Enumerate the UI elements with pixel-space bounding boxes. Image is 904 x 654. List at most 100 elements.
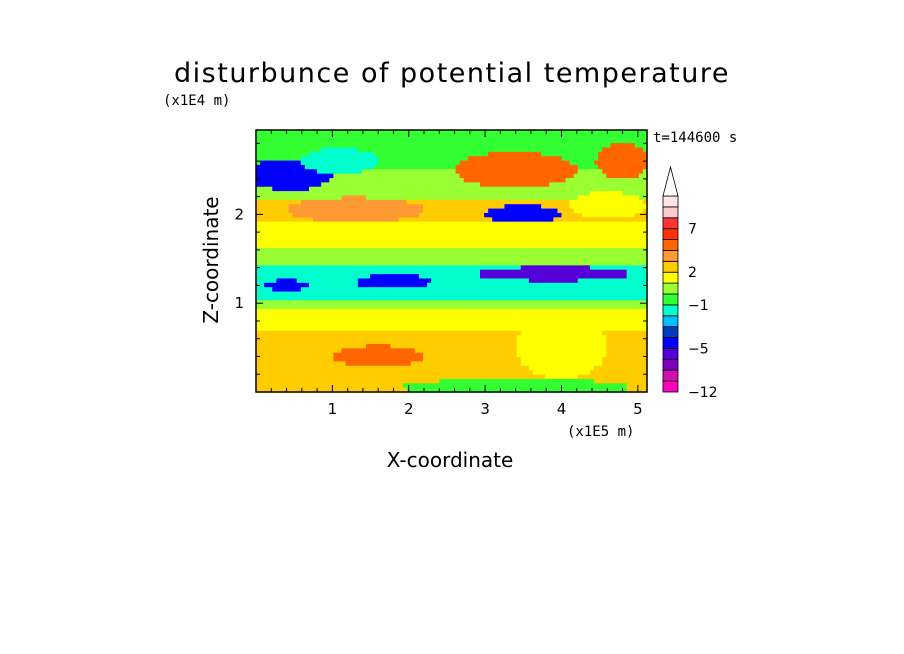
- contour-cell: [520, 252, 526, 258]
- contour-cell: [606, 156, 611, 162]
- contour-cell: [410, 309, 416, 314]
- contour-cell: [333, 147, 339, 153]
- contour-cell: [292, 230, 298, 236]
- contour-cell: [317, 313, 322, 319]
- contour-cell: [313, 282, 318, 288]
- contour-cell: [280, 217, 286, 223]
- contour-cell: [618, 252, 624, 258]
- contour-cell: [537, 143, 542, 149]
- contour-cell: [374, 256, 379, 262]
- contour-cell: [585, 169, 591, 175]
- contour-cell: [418, 291, 424, 297]
- contour-cell: [406, 195, 412, 201]
- contour-cell: [349, 282, 355, 288]
- contour-cell: [606, 322, 611, 328]
- contour-cell: [300, 204, 306, 210]
- contour-cell: [594, 322, 599, 328]
- contour-cell: [545, 300, 550, 306]
- contour-cell: [524, 348, 530, 354]
- contour-cell: [618, 169, 624, 175]
- contour-cell: [577, 239, 583, 245]
- contour-cell: [618, 156, 624, 162]
- contour-cell: [431, 300, 436, 306]
- contour-cell: [276, 339, 282, 345]
- contour-cell: [345, 291, 351, 297]
- contour-cell: [288, 156, 294, 162]
- contour-cell: [549, 252, 554, 258]
- contour-cell: [589, 339, 595, 345]
- contour-cell: [272, 348, 277, 354]
- contour-cell: [300, 287, 306, 293]
- contour-cell: [589, 291, 595, 297]
- contour-cell: [264, 195, 269, 201]
- contour-cell: [386, 278, 391, 284]
- contour-cell: [626, 291, 632, 297]
- contour-cell: [390, 352, 396, 358]
- contour-cell: [524, 256, 530, 262]
- contour-cell: [463, 226, 469, 232]
- contour-cell: [431, 339, 436, 345]
- contour-cell: [622, 265, 628, 271]
- contour-cell: [418, 164, 424, 170]
- contour-cell: [455, 199, 461, 205]
- contour-cell: [557, 243, 563, 249]
- contour-cell: [553, 226, 558, 232]
- contour-cell: [394, 343, 400, 349]
- contour-cell: [549, 195, 554, 201]
- contour-cell: [598, 143, 603, 149]
- contour-cell: [325, 138, 330, 144]
- contour-cell: [577, 330, 583, 336]
- contour-cell: [418, 352, 424, 358]
- contour-cell: [386, 282, 391, 288]
- contour-cell: [614, 287, 620, 293]
- contour-cell: [606, 330, 611, 336]
- contour-cell: [272, 212, 277, 218]
- contour-cell: [569, 304, 575, 310]
- contour-cell: [516, 256, 522, 262]
- contour-cell: [565, 212, 571, 218]
- contour-cell: [386, 147, 391, 153]
- contour-cell: [317, 147, 322, 153]
- contour-cell: [378, 191, 383, 197]
- contour-cell: [321, 147, 326, 153]
- contour-cell: [256, 322, 261, 328]
- contour-cell: [630, 173, 636, 179]
- contour-cell: [361, 221, 367, 227]
- contour-cell: [414, 217, 420, 223]
- contour-cell: [467, 191, 473, 197]
- contour-cell: [594, 195, 599, 201]
- contour-cell: [414, 282, 420, 288]
- contour-cell: [329, 265, 334, 271]
- contour-cell: [264, 217, 269, 223]
- contour-cell: [545, 335, 550, 341]
- contour-cell: [288, 230, 294, 236]
- contour-cell: [349, 339, 355, 345]
- contour-cell: [585, 269, 591, 275]
- contour-cell: [268, 287, 273, 293]
- contour-cell: [484, 256, 489, 262]
- contour-cell: [357, 239, 363, 245]
- contour-cell: [594, 282, 599, 288]
- contour-cell: [276, 317, 282, 323]
- contour-cell: [435, 134, 440, 140]
- contour-cell: [467, 230, 473, 236]
- contour-cell: [484, 164, 489, 170]
- contour-cell: [622, 178, 628, 183]
- contour-cell: [410, 221, 416, 227]
- contour-cell: [276, 138, 282, 144]
- contour-cell: [488, 269, 493, 275]
- contour-cell: [585, 147, 591, 153]
- contour-cell: [557, 274, 563, 280]
- contour-cell: [357, 195, 363, 201]
- contour-cell: [422, 269, 428, 275]
- contour-cell: [345, 287, 351, 293]
- contour-cell: [480, 147, 485, 153]
- contour-cell: [321, 186, 326, 192]
- contour-cell: [626, 287, 632, 293]
- contour-cell: [272, 317, 277, 323]
- contour-cell: [638, 317, 644, 323]
- contour-cell: [475, 269, 481, 275]
- contour-cell: [329, 335, 334, 341]
- contour-cell: [524, 239, 530, 245]
- contour-cell: [614, 239, 620, 245]
